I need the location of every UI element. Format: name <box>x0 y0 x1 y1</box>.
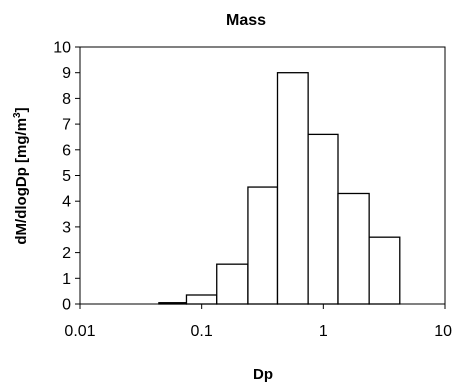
y-tick-label-3: 3 <box>62 219 71 236</box>
y-axis-label: dM/dlogDp [mg/m3] <box>12 107 30 244</box>
y-tick-label-8: 8 <box>62 91 71 108</box>
x-tick-label-1: 0.1 <box>191 323 213 340</box>
y-tick-label-7: 7 <box>62 117 71 134</box>
bar-2 <box>185 294 218 305</box>
ticks-layer: 0 1 2 3 4 5 6 7 8 9 10 0.01 0.1 1 10 <box>53 40 452 341</box>
bar-4 <box>247 186 279 305</box>
y-axis-label-end: ] <box>13 107 30 112</box>
y-tick-label-4: 4 <box>62 194 71 211</box>
x-tick-label-2: 1 <box>319 323 328 340</box>
y-axis-label-main: dM/dlogDp [mg/m <box>13 118 30 245</box>
y-tick-label-0: 0 <box>62 297 71 314</box>
y-tick-label-5: 5 <box>62 168 71 185</box>
y-tick-label-6: 6 <box>62 142 71 159</box>
y-tick-label-2: 2 <box>62 245 71 262</box>
bar-6 <box>307 133 339 305</box>
x-tick-label-0: 0.01 <box>64 323 95 340</box>
y-tick-label-9: 9 <box>62 65 71 82</box>
y-tick-label-10: 10 <box>53 40 71 57</box>
bar-8 <box>368 236 401 305</box>
bars-layer <box>158 72 401 305</box>
x-axis-label: Dp <box>253 366 273 383</box>
bar-3 <box>216 263 249 305</box>
bar-5 <box>276 72 309 305</box>
bar-7 <box>337 192 370 305</box>
y-axis-label-superscript: 3 <box>12 112 23 118</box>
y-tick-label-1: 1 <box>62 271 71 288</box>
chart-title: Mass <box>226 12 266 29</box>
x-tick-label-3: 10 <box>434 323 452 340</box>
